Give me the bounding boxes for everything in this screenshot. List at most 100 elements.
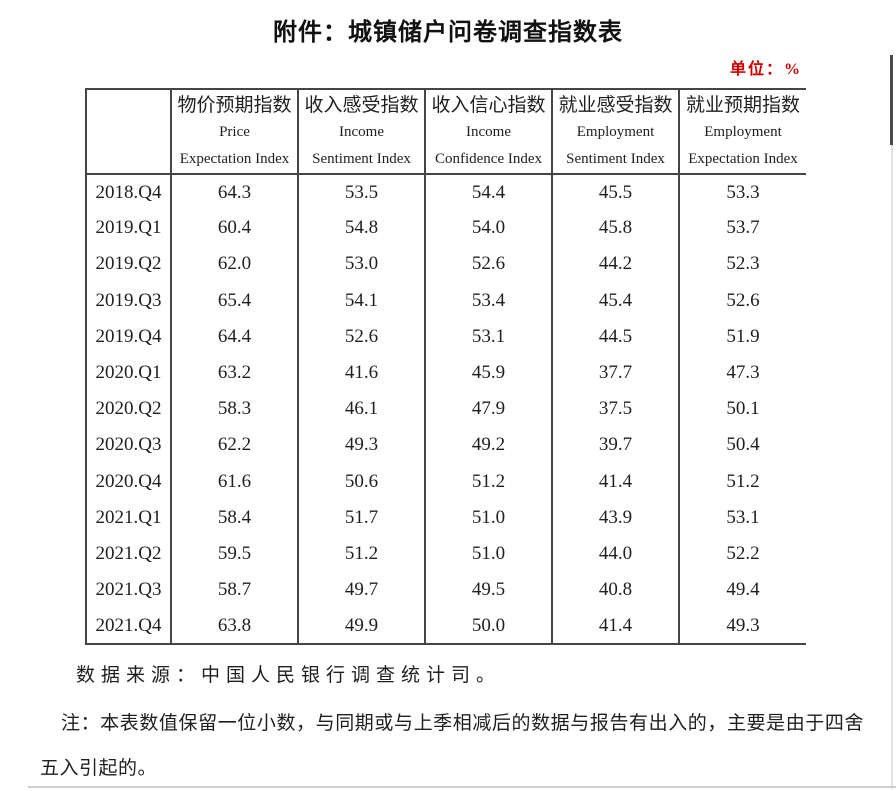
value-cell: 49.4 [726, 579, 760, 601]
table-row: 2020.Q2 58.3 46.1 47.9 37.5 50.1 [86, 391, 806, 428]
period-cell: 2021.Q1 [86, 499, 172, 536]
value-cell: 47.9 [425, 391, 553, 428]
period-cell: 2019.Q2 [86, 246, 172, 283]
table-row: 2020.Q3 62.2 49.3 49.2 39.7 50.4 [86, 427, 806, 464]
value-cell: 41.4 [552, 608, 680, 645]
value-cell: 62.0 [171, 246, 299, 283]
value-cell: 61.6 [171, 463, 299, 500]
value-cell: 49.3 [298, 427, 426, 464]
column-header-employment-sentiment: 就业感受指数 Employment Sentiment Index [552, 89, 680, 175]
period-cell: 2020.Q2 [86, 391, 172, 428]
value-cell: 43.9 [552, 499, 680, 536]
footnote: 注：本表数值保留一位小数，与同期或与上季相减后的数据与报告有出入的，主要是由于四… [40, 713, 864, 779]
value-cell: 37.5 [552, 391, 680, 428]
period-cell: 2020.Q4 [86, 463, 172, 500]
value-cell: 49.3 [726, 614, 760, 636]
value-cell: 51.2 [726, 470, 760, 492]
value-cell: 53.0 [298, 246, 426, 283]
value-cell: 49.5 [425, 572, 553, 609]
value-cell: 52.2 [726, 542, 760, 564]
value-cell: 53.3 [726, 181, 760, 203]
page-title: 附件：城镇储户问卷调查指数表 [273, 20, 623, 46]
value-cell: 58.4 [171, 499, 299, 536]
value-cell: 49.7 [298, 572, 426, 609]
page-right-edge-light-line [891, 145, 893, 789]
table-row: 2021.Q1 58.4 51.7 51.0 43.9 53.1 [86, 499, 806, 536]
table-row: 2021.Q3 58.7 49.7 49.5 40.8 49.4 [86, 572, 806, 609]
value-cell: 53.5 [298, 174, 426, 211]
value-cell: 53.4 [425, 282, 553, 319]
column-header-zh: 就业预期指数 [685, 95, 800, 116]
column-header-en: Income [466, 124, 511, 140]
table-row: 2019.Q4 64.4 52.6 53.1 44.5 51.9 [86, 318, 806, 355]
column-header-zh: 收入信心指数 [431, 95, 546, 116]
column-header-zh: 物价预期指数 [177, 95, 292, 116]
value-cell: 40.8 [552, 572, 680, 609]
table-row: 2018.Q4 64.3 53.5 54.4 45.5 53.3 [86, 174, 806, 211]
value-cell: 49.2 [425, 427, 553, 464]
value-cell: 54.4 [425, 174, 553, 211]
period-cell: 2021.Q2 [86, 535, 172, 573]
column-header-en: Expectation Index [688, 151, 798, 167]
table-row: 2019.Q3 65.4 54.1 53.4 45.4 52.6 [86, 282, 806, 319]
value-cell: 45.5 [552, 174, 680, 211]
page-right-edge-dark-segment [890, 55, 893, 145]
table-row: 2020.Q4 61.6 50.6 51.2 41.4 51.2 [86, 463, 806, 500]
value-cell: 50.0 [425, 608, 553, 645]
column-header-income-confidence: 收入信心指数 Income Confidence Index [425, 89, 553, 175]
value-cell: 51.7 [298, 499, 426, 536]
value-cell: 41.6 [298, 354, 426, 392]
column-header-price-expectation: 物价预期指数 Price Expectation Index [171, 89, 299, 175]
unit-label: 单位：% [729, 61, 802, 78]
value-cell: 47.3 [726, 362, 760, 384]
data-source-note: 数据来源：中国人民银行调查统计司。 [76, 665, 502, 686]
column-header-en: Sentiment Index [566, 151, 665, 167]
period-cell: 2021.Q3 [86, 572, 172, 609]
table-header-row: 物价预期指数 Price Expectation Index 收入感受指数 In… [86, 89, 806, 175]
value-cell: 50.4 [726, 434, 760, 456]
value-cell: 58.3 [171, 391, 299, 428]
period-cell: 2019.Q4 [86, 318, 172, 355]
value-cell: 37.7 [552, 354, 680, 392]
column-header-zh: 收入感受指数 [304, 95, 419, 116]
value-cell: 64.4 [171, 318, 299, 355]
value-cell: 53.1 [425, 318, 553, 355]
value-cell: 64.3 [171, 174, 299, 211]
value-cell: 39.7 [552, 427, 680, 464]
value-cell: 52.6 [726, 289, 760, 311]
value-cell: 45.8 [552, 210, 680, 247]
survey-index-table: 物价预期指数 Price Expectation Index 收入感受指数 In… [85, 88, 806, 646]
value-cell: 60.4 [171, 210, 299, 247]
value-cell: 63.2 [171, 354, 299, 392]
table-row: 2021.Q4 63.8 49.9 50.0 41.4 49.3 [86, 608, 806, 645]
column-header-en: Income [339, 124, 384, 140]
value-cell: 46.1 [298, 391, 426, 428]
value-cell: 45.4 [552, 282, 680, 319]
value-cell: 50.1 [726, 398, 760, 420]
value-cell: 52.6 [298, 318, 426, 355]
value-cell: 62.2 [171, 427, 299, 464]
value-cell: 54.1 [298, 282, 426, 319]
column-header-en: Expectation Index [179, 151, 290, 167]
value-cell: 59.5 [171, 535, 299, 573]
table-row: 2019.Q1 60.4 54.8 54.0 45.8 53.7 [86, 210, 806, 247]
value-cell: 63.8 [171, 608, 299, 645]
period-cell: 2018.Q4 [86, 174, 172, 211]
value-cell: 51.9 [726, 325, 760, 347]
column-header-en: Confidence Index [434, 151, 543, 167]
value-cell: 45.9 [425, 354, 553, 392]
column-header-en: Employment [704, 124, 782, 140]
column-header-income-sentiment: 收入感受指数 Income Sentiment Index [298, 89, 426, 175]
column-header-employment-expectation: 就业预期指数 Employment Expectation Index [679, 89, 806, 175]
value-cell: 54.0 [425, 210, 553, 247]
page-bottom-edge-line [28, 786, 896, 788]
column-header-zh: 就业感受指数 [558, 95, 673, 116]
column-header-en: Sentiment Index [312, 151, 411, 167]
value-cell: 51.2 [298, 535, 426, 573]
value-cell: 51.2 [425, 463, 553, 500]
value-cell: 41.4 [552, 463, 680, 500]
value-cell: 44.5 [552, 318, 680, 355]
value-cell: 51.0 [425, 499, 553, 536]
period-cell: 2019.Q1 [86, 210, 172, 247]
value-cell: 65.4 [171, 282, 299, 319]
